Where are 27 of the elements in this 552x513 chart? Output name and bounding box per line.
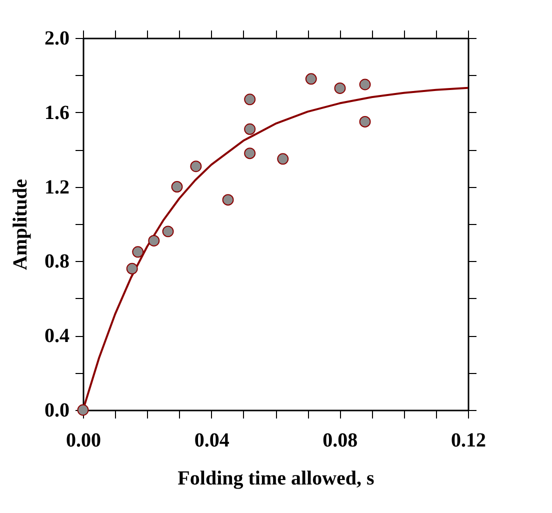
y-tick-label: 1.2	[44, 176, 70, 198]
point	[162, 226, 174, 238]
point	[359, 78, 371, 90]
y-tick-label: 0.8	[44, 250, 70, 273]
y-tick-label: 0.4	[44, 325, 70, 348]
point	[244, 123, 256, 135]
point	[305, 73, 317, 85]
y-tick-label: 2.0	[44, 28, 70, 50]
point	[244, 148, 256, 160]
point	[132, 246, 144, 258]
x-tick-label: 0.04	[194, 430, 230, 452]
point	[334, 82, 346, 94]
point	[244, 94, 256, 106]
point	[171, 181, 183, 193]
y-tick-label: 1.6	[44, 102, 70, 124]
point	[222, 194, 234, 206]
x-tick-label: 0.00	[66, 430, 101, 452]
point	[277, 153, 289, 165]
x-axis-title: Folding time allowed, s	[178, 468, 375, 490]
y-tick-label: 0.0	[44, 400, 70, 422]
y-axis-title: Amplitude	[10, 178, 32, 270]
point	[359, 116, 371, 128]
point	[126, 262, 138, 274]
point	[148, 235, 160, 246]
point	[190, 160, 202, 172]
x-tick-label: 0.08	[322, 430, 358, 452]
x-tick-label: 0.12	[451, 430, 486, 452]
